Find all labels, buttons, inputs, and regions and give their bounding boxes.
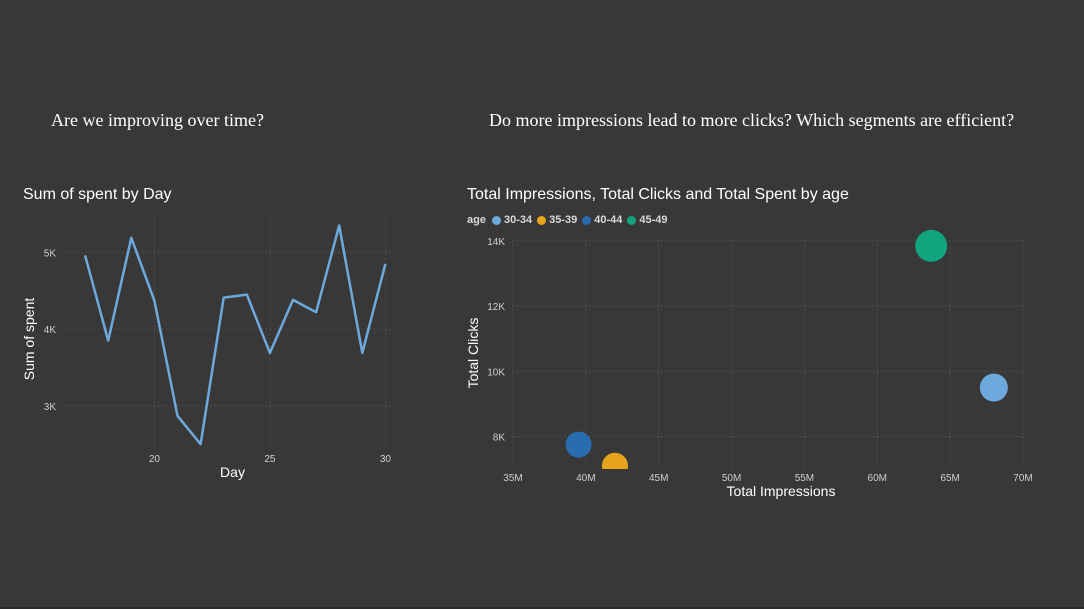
legend-label: 40-44 xyxy=(594,214,623,226)
line-chart-y-tick-label: 4K xyxy=(44,325,57,336)
line-chart-y-axis-label: Sum of spent xyxy=(21,298,37,381)
line-series-spent xyxy=(83,224,387,446)
line-chart-x-axis-label: Day xyxy=(220,464,245,480)
line-chart-title: Sum of spent by Day xyxy=(23,186,172,203)
legend-swatch xyxy=(491,215,501,225)
line-chart-x-tick-label: 30 xyxy=(380,454,392,465)
line-chart-y-tick-label: 5K xyxy=(44,248,57,259)
question-heading-efficiency: Do more impressions lead to more clicks?… xyxy=(489,110,1015,130)
bubble-legend[interactable]: age 30-34 35-39 40-44 45-49 xyxy=(467,214,673,226)
legend-title: age xyxy=(467,214,486,226)
legend-swatch xyxy=(537,215,547,225)
legend-label: 45-49 xyxy=(639,214,668,226)
legend-item-45-49[interactable]: 45-49 xyxy=(627,214,668,226)
legend-item-40-44[interactable]: 40-44 xyxy=(582,214,622,226)
legend-item-30-34[interactable]: 30-34 xyxy=(491,214,533,226)
bubble-chart-title: Total Impressions, Total Clicks and Tota… xyxy=(467,186,849,203)
legend-items: 30-34 35-39 40-44 45-49 xyxy=(491,214,673,226)
legend-label: 35-39 xyxy=(549,214,578,226)
line-chart-y-tick-label: 3K xyxy=(44,402,57,413)
legend-item-35-39[interactable]: 35-39 xyxy=(537,214,577,226)
line-chart-x-tick-label: 20 xyxy=(149,454,161,465)
legend-swatch xyxy=(627,215,637,225)
line-chart-x-tick-label: 25 xyxy=(264,454,276,465)
legend-label: 30-34 xyxy=(503,214,533,226)
question-heading-trend: Are we improving over time? xyxy=(51,110,264,130)
legend-swatch xyxy=(582,215,592,225)
